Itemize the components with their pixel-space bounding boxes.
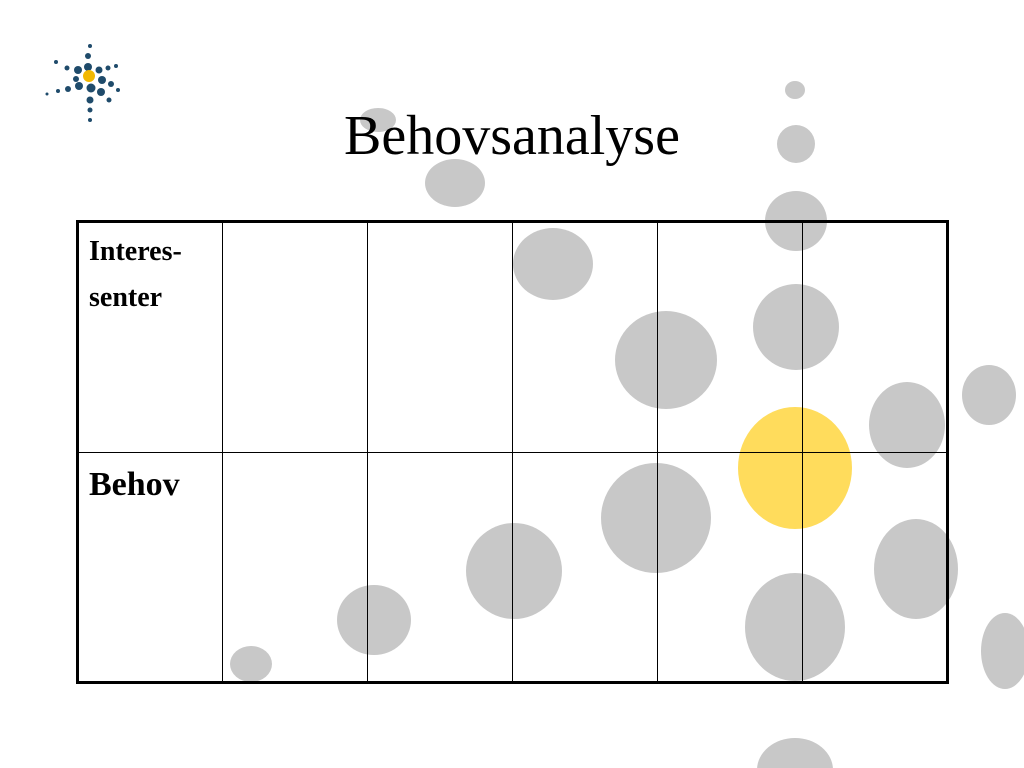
slide-title: Behovsanalyse	[344, 105, 680, 167]
table-cell[interactable]	[367, 451, 513, 683]
table-cell[interactable]	[222, 451, 368, 683]
bubble	[777, 125, 815, 163]
table-cell[interactable]	[367, 221, 513, 453]
table-row: Interes- senter	[77, 221, 948, 453]
analysis-table: Interes- senter Behov	[76, 220, 949, 684]
row-label-interessenter: Interes- senter	[77, 221, 223, 453]
bubble	[757, 738, 833, 768]
table-cell[interactable]	[802, 221, 948, 453]
bubble	[785, 81, 805, 99]
table-cell[interactable]	[222, 221, 368, 453]
bubble	[425, 159, 485, 207]
bubble	[962, 365, 1016, 425]
row-label-text: Behov	[89, 465, 180, 503]
bubble	[981, 613, 1024, 689]
starburst-logo-icon	[45, 44, 120, 122]
table-cell[interactable]	[512, 451, 658, 683]
table-cell[interactable]	[802, 451, 948, 683]
table-row: Behov	[77, 451, 948, 683]
row-label-text: Interes- senter	[89, 236, 182, 313]
bubble	[360, 108, 396, 132]
table-cell[interactable]	[657, 451, 803, 683]
row-label-behov: Behov	[77, 451, 223, 683]
table-cell[interactable]	[512, 221, 658, 453]
table-cell[interactable]	[657, 221, 803, 453]
